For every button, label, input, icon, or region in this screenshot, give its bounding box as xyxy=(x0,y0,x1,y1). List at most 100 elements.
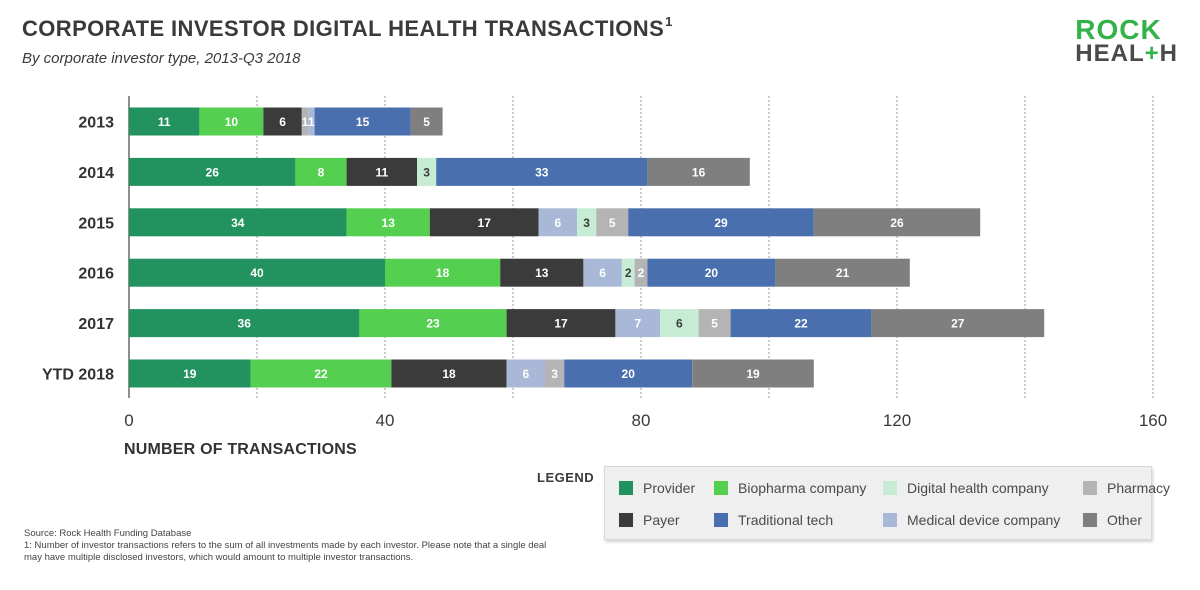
bar-segment-digital-health-company xyxy=(417,157,437,186)
data-label: 20 xyxy=(705,266,719,280)
bar-segment-payer xyxy=(391,359,507,388)
data-label: 29 xyxy=(714,216,728,230)
legend: Provider Biopharma company Digital health … xyxy=(604,466,1170,540)
y-tick-label: 2014 xyxy=(78,165,114,182)
bar-segment-pharmacy xyxy=(545,359,565,388)
bar-segment-pharmacy xyxy=(634,258,648,287)
legend-swatch xyxy=(714,513,728,527)
bar-segment-traditional-tech xyxy=(647,258,776,287)
data-label: 6 xyxy=(522,367,529,381)
bar-segment-provider xyxy=(129,107,200,136)
bar-segment-digital-health-company xyxy=(660,309,699,338)
bar-segment-medical-device-company xyxy=(583,258,622,287)
data-label: 1 xyxy=(302,115,309,129)
y-tick-label: 2017 xyxy=(78,316,114,333)
data-label: 16 xyxy=(692,165,706,179)
legend-swatch xyxy=(714,481,728,495)
bar-segment-pharmacy xyxy=(301,107,309,136)
y-tick-label: 2016 xyxy=(78,266,114,283)
bar-segment-payer xyxy=(263,107,302,136)
data-label: 5 xyxy=(711,317,718,331)
data-label: 13 xyxy=(535,266,549,280)
legend-item-traditional-tech: Traditional tech xyxy=(714,512,833,528)
data-label: 18 xyxy=(442,367,456,381)
bar-segment-other xyxy=(871,309,1045,338)
data-label: 18 xyxy=(436,266,450,280)
data-label: 5 xyxy=(423,115,430,129)
bar-segment-provider xyxy=(129,157,296,186)
bar-segment-digital-health-company xyxy=(621,258,635,287)
legend-swatch xyxy=(883,513,897,527)
bar-segment-other xyxy=(775,258,910,287)
bar-segment-traditional-tech xyxy=(436,157,648,186)
bar-segment-payer xyxy=(506,309,616,338)
data-label: 22 xyxy=(314,367,328,381)
data-label: 20 xyxy=(622,367,636,381)
data-label: 13 xyxy=(382,216,396,230)
legend-swatch xyxy=(1083,513,1097,527)
data-label: 26 xyxy=(206,165,220,179)
x-tick-label: 0 xyxy=(124,411,133,430)
legend-title: LEGEND xyxy=(537,470,595,485)
bar-segment-traditional-tech xyxy=(730,309,872,338)
data-label: 34 xyxy=(231,216,245,230)
data-label: 21 xyxy=(836,266,850,280)
data-label: 11 xyxy=(158,115,171,129)
y-tick-label: YTD 2018 xyxy=(42,367,114,384)
y-tick-label: 2015 xyxy=(78,215,114,232)
bar-segment-biopharma-company xyxy=(250,359,392,388)
bar-segment-medical-device-company xyxy=(308,107,315,136)
data-label: 6 xyxy=(676,317,683,331)
legend-label: Payer xyxy=(643,512,680,528)
data-label: 26 xyxy=(890,216,904,230)
bar-segment-payer xyxy=(429,208,539,237)
data-label: 1 xyxy=(308,115,315,129)
title-footnote-marker: 1 xyxy=(665,14,673,29)
data-label: 22 xyxy=(794,317,808,331)
bar-segment-pharmacy xyxy=(698,309,731,338)
source-note: Source: Rock Health Funding Database xyxy=(24,528,192,539)
data-label: 5 xyxy=(609,216,616,230)
footnote: Source: Rock Health Funding Database 1: … xyxy=(24,528,584,564)
data-label: 3 xyxy=(551,367,558,381)
bar-segment-digital-health-company xyxy=(577,208,597,237)
x-tick-label: 160 xyxy=(1139,411,1167,430)
legend-label: Medical device company xyxy=(907,512,1061,528)
data-label: 3 xyxy=(423,165,430,179)
bar-segment-other xyxy=(647,157,750,186)
footnote-line-2: may have multiple disclosed investors, w… xyxy=(24,552,414,563)
legend-label: Traditional tech xyxy=(738,512,834,528)
legend-item-medical-device-company: Medical device company xyxy=(883,512,1060,528)
data-label: 15 xyxy=(356,115,370,129)
x-tick-label: 40 xyxy=(376,411,395,430)
data-label: 3 xyxy=(583,216,590,230)
bar-segment-biopharma-company xyxy=(385,258,501,287)
bar-segment-provider xyxy=(129,309,360,338)
bar-segment-payer xyxy=(346,157,417,186)
data-label: 2 xyxy=(625,266,632,280)
legend-item-pharmacy: Pharmacy xyxy=(1083,480,1170,496)
bar-segment-provider xyxy=(129,359,251,388)
x-axis-label: NUMBER OF TRANSACTIONS xyxy=(124,441,357,458)
data-label: 2 xyxy=(638,266,645,280)
data-label: 19 xyxy=(183,367,197,381)
bar-segment-biopharma-company xyxy=(359,309,507,338)
bar-segment-other xyxy=(410,107,443,136)
logo-line-2: HEAL+H xyxy=(1075,40,1178,67)
data-label: 6 xyxy=(599,266,606,280)
bar-segment-biopharma-company xyxy=(346,208,430,237)
data-label: 6 xyxy=(279,115,286,129)
bar-segment-medical-device-company xyxy=(506,359,545,388)
logo-line-1: ROCK xyxy=(1075,14,1162,45)
data-label: 7 xyxy=(634,317,641,331)
bar-segment-biopharma-company xyxy=(199,107,264,136)
rock-health-logo: ROCK HEAL+H xyxy=(1075,14,1178,67)
data-label: 8 xyxy=(318,165,325,179)
y-tick-label: 2013 xyxy=(78,115,114,132)
bar-segment-payer xyxy=(500,258,584,287)
footnote-line-1: 1: Number of investor transactions refer… xyxy=(24,540,547,551)
bar-segment-other xyxy=(692,359,814,388)
legend-item-other: Other xyxy=(1083,512,1142,528)
legend-label: Biopharma company xyxy=(738,480,867,496)
